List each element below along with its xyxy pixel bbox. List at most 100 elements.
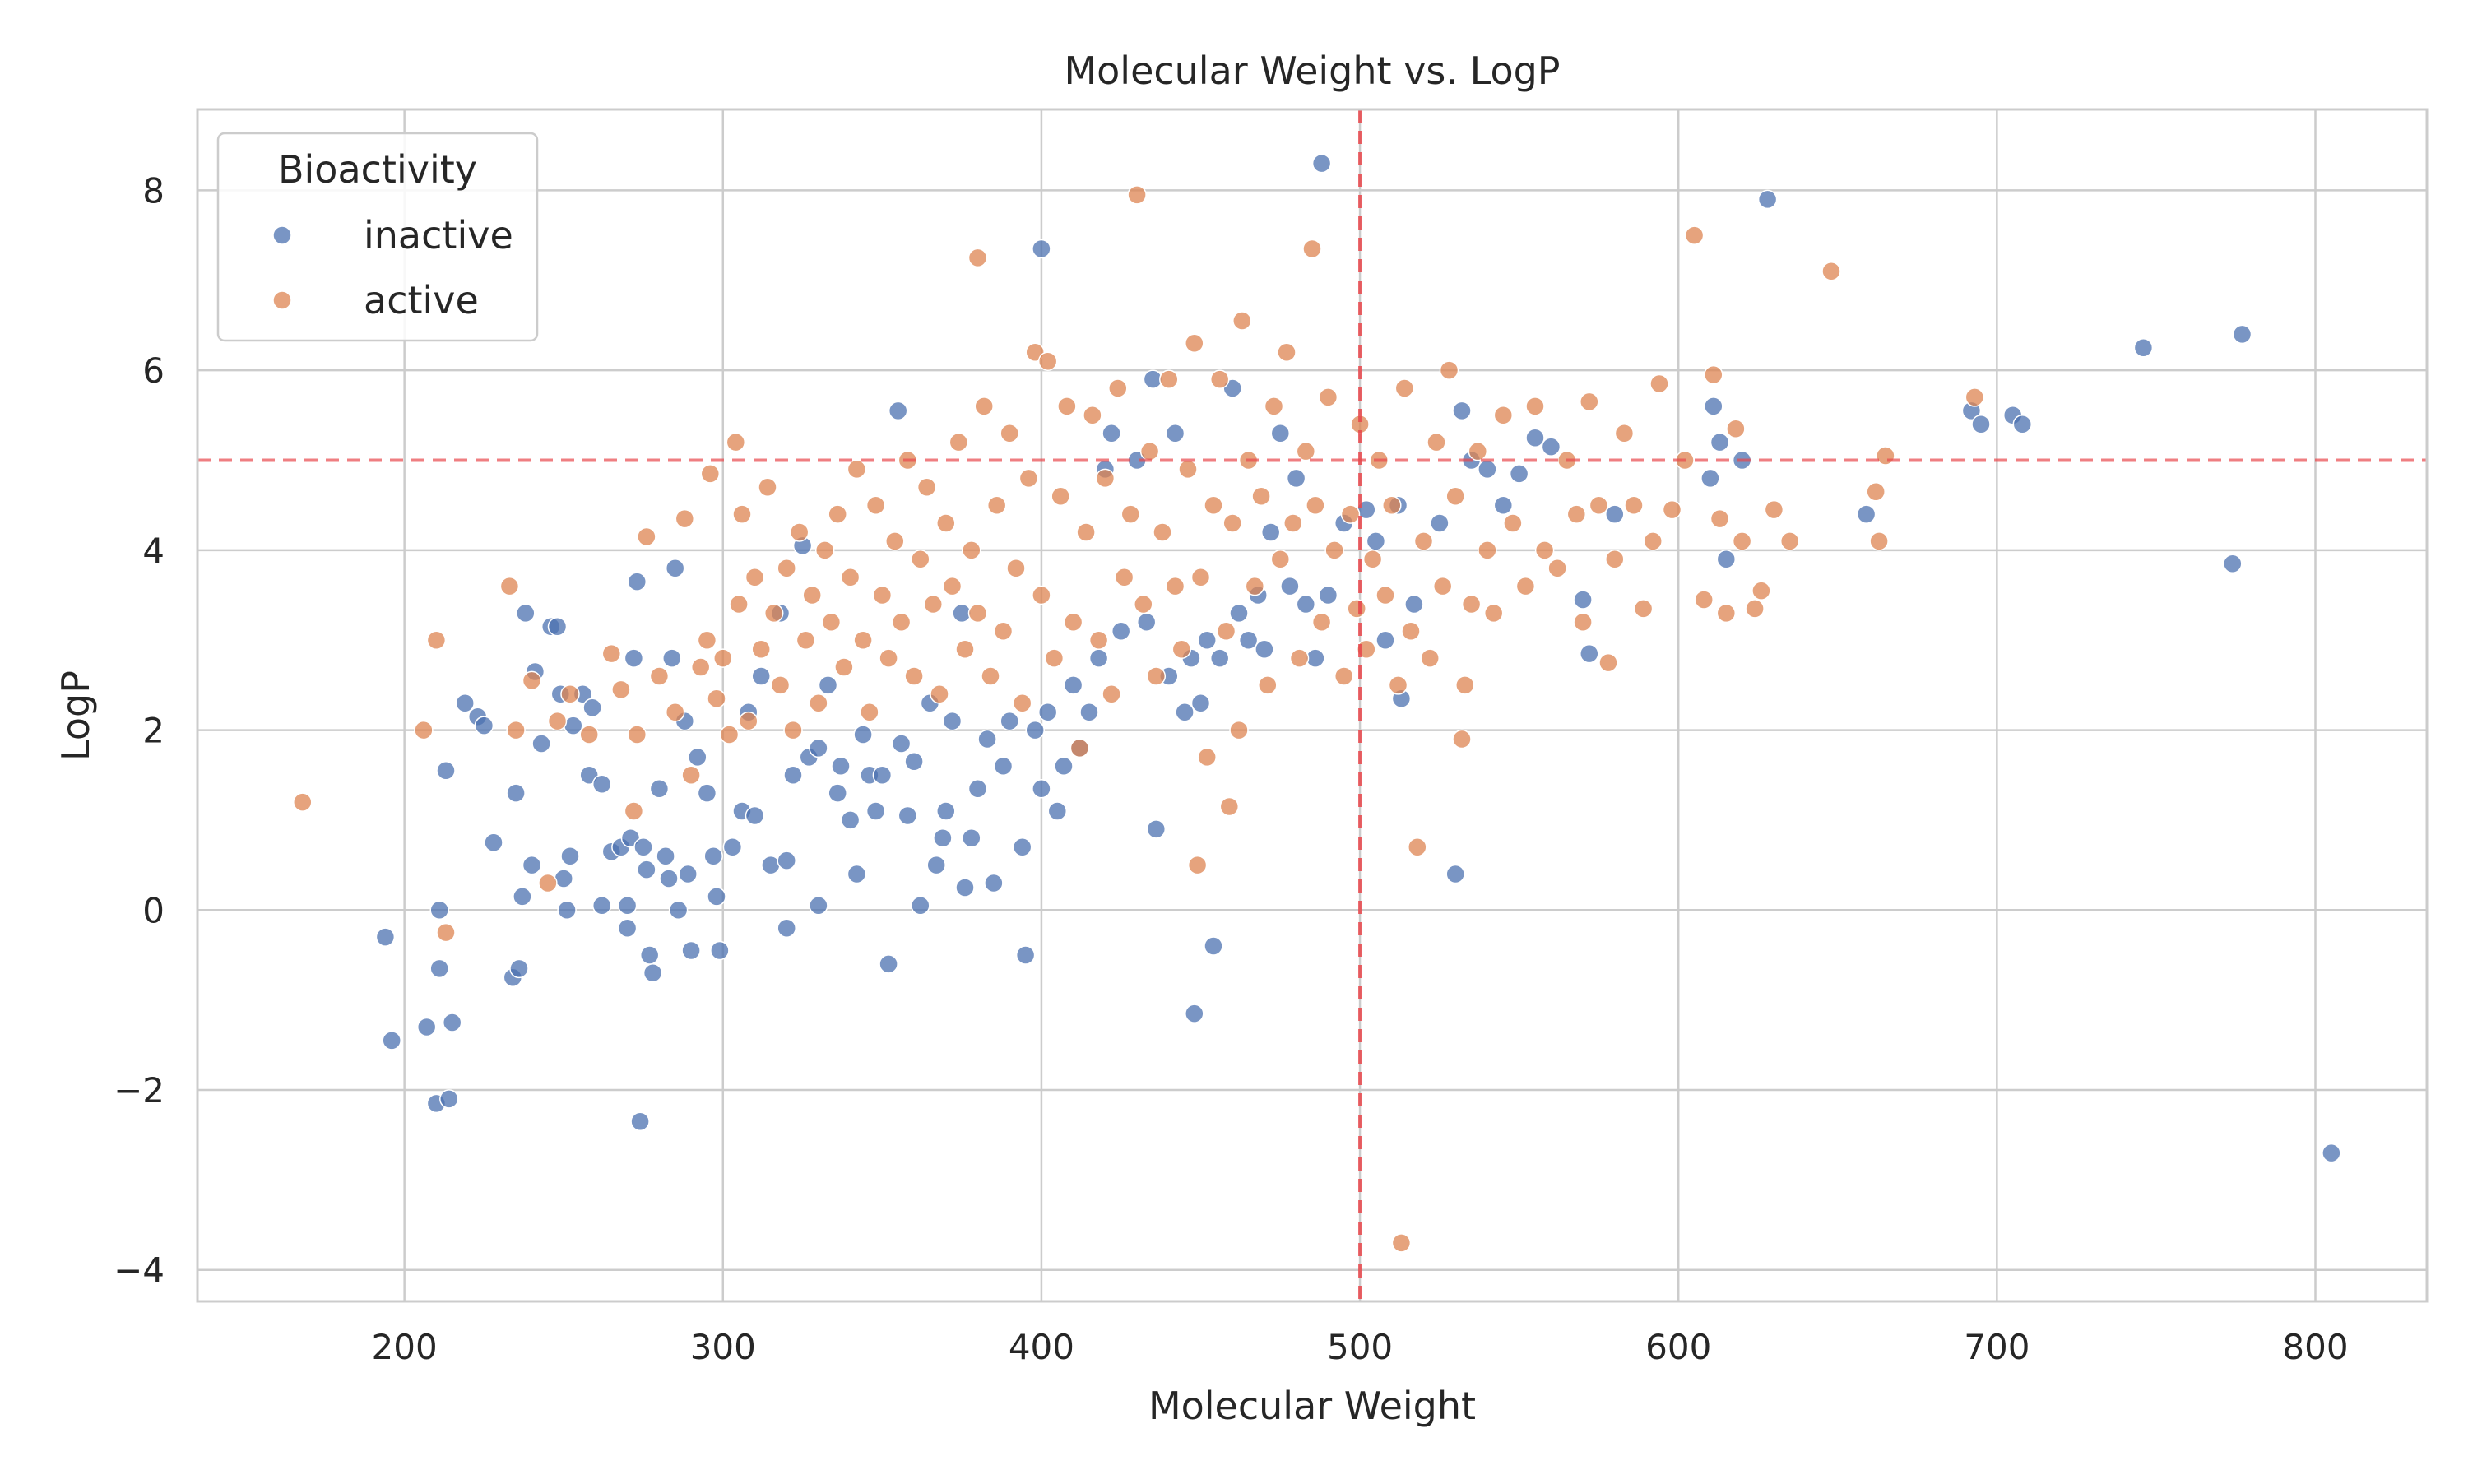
data-point-inactive xyxy=(560,846,580,866)
data-point-inactive xyxy=(509,958,529,979)
data-point-active xyxy=(1427,432,1446,452)
data-point-active xyxy=(1452,729,1472,749)
data-point-active xyxy=(853,630,873,650)
data-point-active xyxy=(637,526,656,547)
data-point-active xyxy=(1264,397,1284,416)
data-point-active xyxy=(916,477,937,498)
data-point-inactive xyxy=(745,805,765,826)
data-point-active xyxy=(1745,599,1765,619)
data-point-inactive xyxy=(847,864,867,884)
data-point-inactive xyxy=(455,693,475,713)
data-point-inactive xyxy=(1311,153,1332,174)
data-point-active xyxy=(967,603,988,624)
data-point-inactive xyxy=(1716,550,1737,569)
data-point-active xyxy=(879,648,898,668)
data-point-inactive xyxy=(678,864,698,884)
data-point-active xyxy=(1694,590,1714,610)
data-point-inactive xyxy=(761,855,781,875)
data-point-inactive xyxy=(751,666,771,686)
data-point-active xyxy=(1598,652,1618,673)
data-point-inactive xyxy=(703,846,723,866)
legend-marker-active xyxy=(272,290,292,310)
data-point-inactive xyxy=(1185,1004,1204,1023)
data-point-inactive xyxy=(828,783,847,803)
data-point-inactive xyxy=(2322,1143,2341,1163)
data-point-active xyxy=(1324,540,1344,560)
data-point-active xyxy=(1382,495,1402,515)
x-axis-label: Molecular Weight xyxy=(1148,1384,1476,1428)
data-point-active xyxy=(697,630,717,650)
x-tick-label: 400 xyxy=(1009,1327,1074,1367)
data-point-active xyxy=(1566,504,1587,524)
y-tick-label: 2 xyxy=(142,711,165,751)
data-point-active xyxy=(1245,576,1265,596)
data-point-active xyxy=(1108,378,1128,398)
data-point-active xyxy=(1388,675,1408,695)
data-point-inactive xyxy=(1270,423,1291,443)
data-point-active xyxy=(1347,599,1366,619)
data-point-active xyxy=(1580,392,1599,412)
data-point-active xyxy=(1190,567,1211,587)
data-point-inactive xyxy=(1255,639,1274,659)
data-point-active xyxy=(1251,486,1271,506)
data-point-active xyxy=(627,725,647,744)
data-point-inactive xyxy=(1037,702,1058,722)
data-point-active xyxy=(1000,423,1019,443)
data-point-active xyxy=(1869,531,1889,551)
data-point-inactive xyxy=(955,878,975,897)
data-point-active xyxy=(1710,508,1730,529)
data-point-active xyxy=(974,397,994,416)
data-point-active xyxy=(1258,675,1278,695)
data-point-inactive xyxy=(967,778,988,799)
data-point-active xyxy=(1534,540,1555,560)
data-point-inactive xyxy=(416,1017,437,1037)
data-point-active xyxy=(745,567,765,587)
data-point-inactive xyxy=(547,617,568,637)
data-point-inactive xyxy=(831,756,851,777)
data-point-inactive xyxy=(649,778,670,799)
data-point-active xyxy=(1420,648,1440,668)
data-point-active xyxy=(1197,747,1217,768)
data-point-active xyxy=(719,725,740,744)
legend-label-inactive: inactive xyxy=(364,213,513,257)
data-point-inactive xyxy=(1260,522,1281,542)
data-point-active xyxy=(1643,531,1663,551)
data-point-active xyxy=(624,801,644,821)
data-point-inactive xyxy=(591,896,612,916)
data-point-active xyxy=(1445,486,1465,506)
data-point-active xyxy=(1114,567,1134,587)
data-point-active xyxy=(1362,550,1383,569)
data-point-inactive xyxy=(637,860,656,879)
data-point-active xyxy=(1127,185,1147,205)
data-point-inactive xyxy=(2133,338,2154,358)
data-point-active xyxy=(293,792,313,812)
chart-title: Molecular Weight vs. LogP xyxy=(1064,49,1560,93)
data-point-inactive xyxy=(557,900,577,921)
data-point-active xyxy=(923,594,944,614)
data-point-inactive xyxy=(1971,415,1991,434)
data-point-active xyxy=(649,666,670,686)
data-point-active xyxy=(1311,612,1332,633)
data-point-inactive xyxy=(1700,468,1720,489)
data-point-inactive xyxy=(1757,189,1778,210)
tick-labels: 200 300 400 500 600 700 800 −4 −2 0 2 4 6 8 xyxy=(114,170,2349,1367)
data-point-active xyxy=(1120,504,1141,524)
data-point-inactive xyxy=(697,783,717,803)
data-point-active xyxy=(1063,612,1083,633)
legend-title: Bioactivity xyxy=(278,147,477,192)
x-tick-label: 800 xyxy=(2282,1327,2348,1367)
data-point-inactive xyxy=(1165,423,1185,443)
data-point-inactive xyxy=(1079,702,1099,722)
reference-lines xyxy=(197,109,2427,1301)
x-tick-label: 600 xyxy=(1645,1327,1711,1367)
data-point-active xyxy=(1037,351,1058,371)
data-point-active xyxy=(1216,621,1236,642)
data-point-inactive xyxy=(375,927,396,947)
data-point-inactive xyxy=(1445,864,1465,884)
data-point-inactive xyxy=(1209,648,1230,668)
data-point-active xyxy=(802,585,822,605)
data-point-active xyxy=(1468,441,1488,461)
data-point-active xyxy=(1232,311,1252,331)
data-point-active xyxy=(1334,666,1354,686)
